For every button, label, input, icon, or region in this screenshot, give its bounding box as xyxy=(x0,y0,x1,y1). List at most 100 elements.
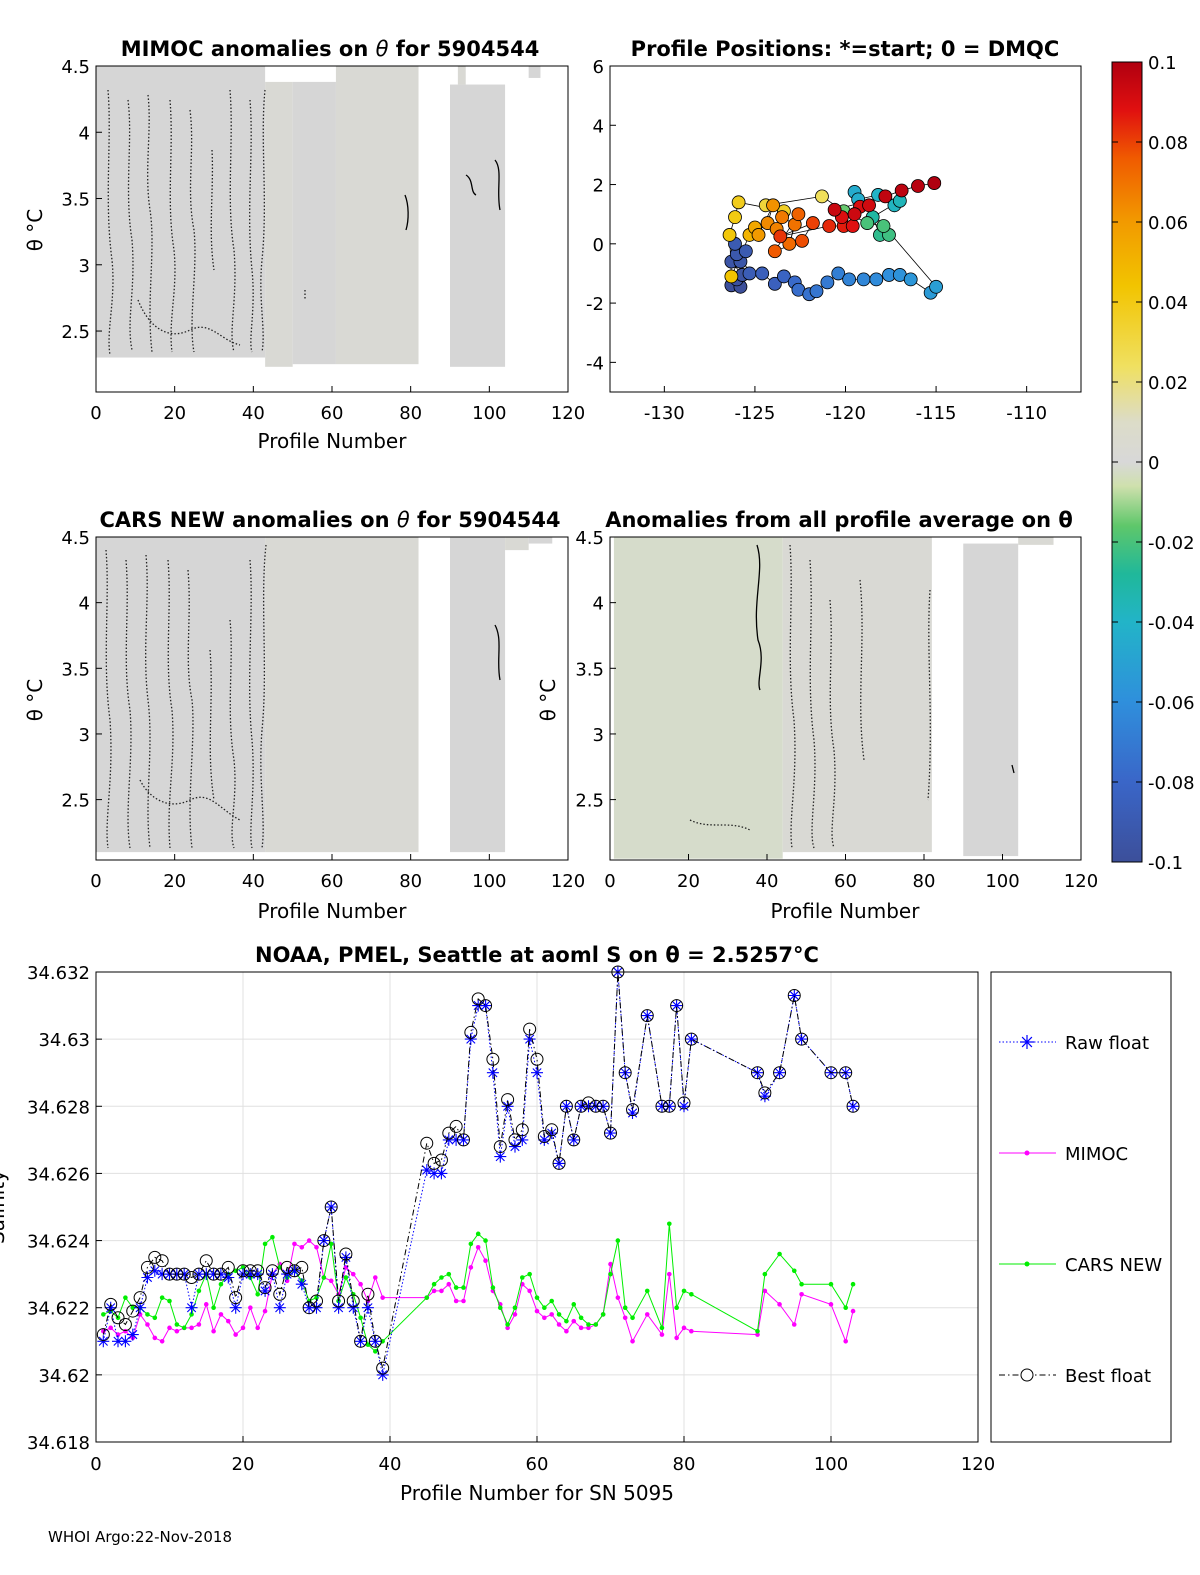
series-point xyxy=(185,1271,199,1284)
series-point xyxy=(556,1322,562,1327)
colorbar-tick-label: 0.04 xyxy=(1148,293,1188,314)
salinity-xlabel: Profile Number for SN 5095 xyxy=(400,1481,674,1505)
series-point xyxy=(581,1096,595,1110)
series-point xyxy=(368,1334,382,1348)
series-point xyxy=(483,1238,488,1243)
series-point xyxy=(505,1322,510,1327)
series-point xyxy=(214,1267,228,1281)
series-point xyxy=(762,1271,768,1277)
position-point xyxy=(773,229,788,244)
series-point xyxy=(450,1133,463,1146)
series-point xyxy=(251,1268,264,1281)
series-point xyxy=(795,1032,809,1046)
salinity-ytick-label: 34.63 xyxy=(38,1030,90,1051)
series-point xyxy=(346,1294,360,1308)
legend-label: Best float xyxy=(1065,1366,1151,1387)
positions-ytick-label: 4 xyxy=(593,116,604,137)
mimoc-ticks: 0 20 40 60 80 100 120 2.5 3 3.5 4 4.5 xyxy=(61,57,585,424)
series-point xyxy=(328,1278,334,1284)
position-point xyxy=(911,179,925,193)
position-point xyxy=(862,198,876,213)
position-point xyxy=(805,216,820,230)
salinity-ytick-label: 34.624 xyxy=(27,1232,90,1253)
series-point xyxy=(843,1338,848,1344)
series-point xyxy=(145,1312,150,1317)
series-point xyxy=(295,1278,308,1291)
cars-ytick-label: 2.5 xyxy=(61,791,90,812)
series-point xyxy=(828,1281,834,1287)
series-point xyxy=(420,1136,434,1150)
cars-xtick-label: 0 xyxy=(90,871,101,892)
colorbar-tick-label: -0.04 xyxy=(1148,613,1195,634)
series-point xyxy=(420,1164,433,1177)
series-point xyxy=(530,1052,544,1066)
series-point xyxy=(494,1150,507,1163)
series-point xyxy=(203,1302,209,1307)
series-point xyxy=(615,1295,621,1300)
series-point xyxy=(196,1322,202,1327)
series-point xyxy=(553,1157,565,1170)
series-point xyxy=(240,1265,246,1270)
salinity-ylabel: Salinity xyxy=(0,1170,9,1244)
series-point xyxy=(167,1325,172,1331)
series-point xyxy=(847,1100,859,1113)
series-line xyxy=(103,1239,854,1343)
series-point xyxy=(839,1066,853,1080)
series-point xyxy=(358,1315,363,1321)
series-point xyxy=(644,1312,650,1317)
series-point xyxy=(453,1298,459,1304)
cars-heat-block xyxy=(505,537,529,551)
position-point xyxy=(869,272,884,287)
series-point xyxy=(233,1332,238,1337)
series-point xyxy=(170,1267,184,1281)
cars-heatmap xyxy=(96,537,553,853)
series-point xyxy=(218,1312,224,1317)
series-point xyxy=(358,1281,363,1287)
legend-item-mimoc: MIMOC xyxy=(999,1144,1128,1165)
cars-contours xyxy=(105,544,267,849)
cars-heat-block xyxy=(450,537,506,853)
series-point xyxy=(196,1288,202,1294)
series-point xyxy=(442,1133,455,1146)
cars-ytick-label: 3 xyxy=(79,725,90,746)
series-point xyxy=(156,1268,169,1281)
mimoc-heatmap xyxy=(96,66,541,367)
series-point xyxy=(449,1119,463,1133)
position-point xyxy=(878,189,893,204)
legend-marker xyxy=(1024,1261,1030,1267)
series-point xyxy=(589,1099,603,1113)
average-xtick-label: 0 xyxy=(604,871,615,892)
series-point xyxy=(677,1096,691,1110)
series-point xyxy=(273,1301,286,1314)
series-point xyxy=(537,1130,551,1143)
position-point xyxy=(766,198,780,213)
position-point xyxy=(927,176,942,190)
series-point xyxy=(659,1332,665,1337)
position-point xyxy=(791,207,806,222)
series-point xyxy=(678,1100,690,1113)
series-point xyxy=(762,1288,768,1294)
salinity-xtick-label: 40 xyxy=(379,1454,402,1475)
series-point xyxy=(593,1322,599,1327)
mimoc-ylabel: θ °C xyxy=(23,209,47,252)
positions-ytick-label: 6 xyxy=(593,57,604,78)
series-point xyxy=(244,1268,257,1281)
average-heatmap xyxy=(613,537,1054,859)
colorbar-tick-label: -0.02 xyxy=(1148,533,1195,554)
series-point xyxy=(596,1099,610,1113)
series-point xyxy=(145,1322,150,1327)
series-point xyxy=(134,1301,147,1314)
average-solid-contours xyxy=(755,544,1015,774)
mimoc-heat-block xyxy=(335,66,419,365)
series-point xyxy=(626,1103,640,1117)
series-point xyxy=(527,1271,532,1277)
series-point xyxy=(659,1325,665,1331)
series-point xyxy=(185,1301,198,1314)
position-point xyxy=(845,219,860,233)
series-point xyxy=(604,1126,617,1140)
mimoc-ytick-label: 2.5 xyxy=(61,322,90,343)
series-point xyxy=(571,1302,577,1307)
series-point xyxy=(328,1241,334,1247)
mimoc-solid-contours xyxy=(404,159,501,231)
series-point xyxy=(453,1285,459,1290)
